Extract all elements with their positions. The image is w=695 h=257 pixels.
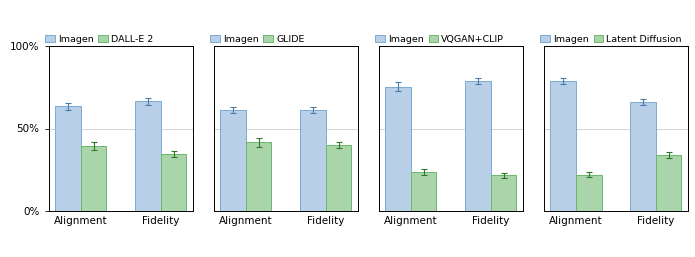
- Bar: [550, 81, 576, 211]
- Bar: [300, 109, 326, 211]
- Legend: Imagen, VQGAN+CLIP: Imagen, VQGAN+CLIP: [375, 34, 505, 44]
- Bar: [220, 109, 246, 211]
- Bar: [385, 87, 411, 211]
- Bar: [246, 142, 272, 211]
- Bar: [656, 155, 682, 211]
- Bar: [411, 172, 436, 211]
- Bar: [326, 145, 352, 211]
- Bar: [576, 175, 602, 211]
- Bar: [135, 101, 161, 211]
- Bar: [55, 106, 81, 211]
- Bar: [161, 154, 186, 211]
- Bar: [630, 102, 656, 211]
- Legend: Imagen, Latent Diffusion: Imagen, Latent Diffusion: [541, 34, 682, 44]
- Bar: [465, 81, 491, 211]
- Bar: [81, 146, 106, 211]
- Legend: Imagen, GLIDE: Imagen, GLIDE: [210, 34, 304, 44]
- Bar: [491, 175, 516, 211]
- Legend: Imagen, DALL-E 2: Imagen, DALL-E 2: [45, 34, 154, 44]
